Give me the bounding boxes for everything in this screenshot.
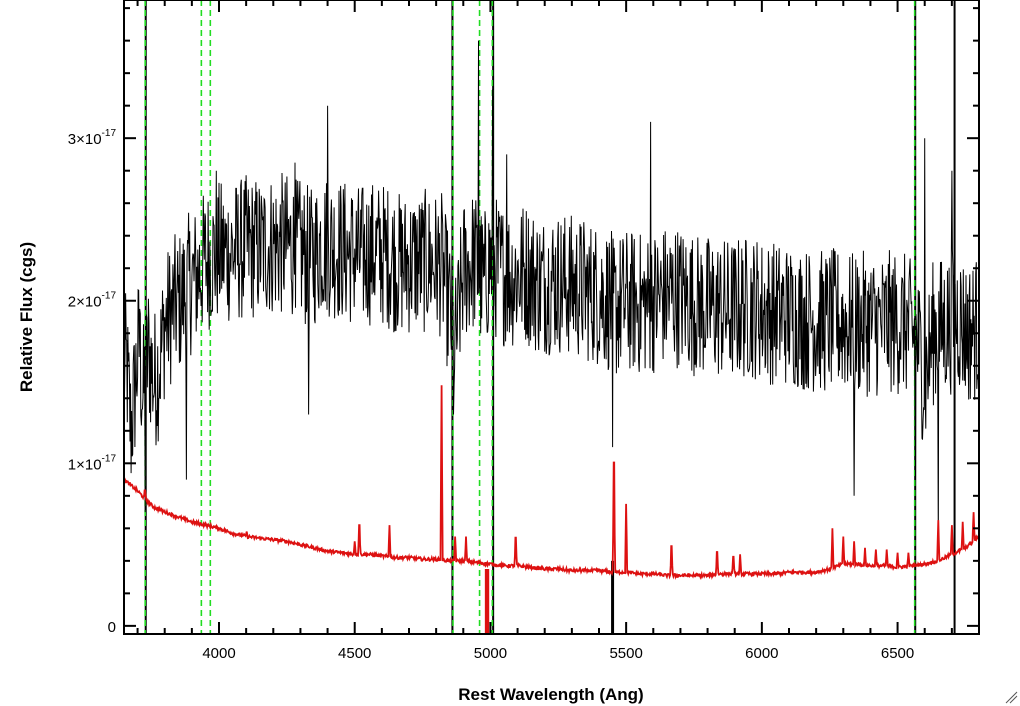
model-spectrum-line (124, 385, 979, 581)
observed-spectrum-line (124, 40, 979, 545)
y-tick-label: 3×10-17 (68, 128, 117, 148)
x-tick-label: 4500 (338, 645, 371, 662)
x-tick-label: 6000 (745, 645, 778, 662)
y-tick-label: 0 (108, 619, 116, 636)
x-axis-title: Rest Wavelength (Ang) (458, 685, 643, 704)
x-tick-label: 6500 (881, 645, 914, 662)
x-tick-label: 5500 (609, 645, 642, 662)
resize-grip-icon[interactable] (1005, 691, 1018, 704)
plot-frame (123, 0, 980, 635)
plot-content (124, 0, 979, 634)
x-tick-label: 5000 (474, 645, 507, 662)
y-tick-label: 1×10-17 (68, 453, 117, 473)
x-tick-label: 4000 (202, 645, 235, 662)
y-tick-label: 2×10-17 (68, 291, 117, 311)
axis-ticks: 4000 4500 5000 5500 6000 6500 0 1×10-17 2×10-17 3… (68, 0, 980, 662)
y-axis-title: Relative Flux (cgs) (17, 242, 36, 392)
